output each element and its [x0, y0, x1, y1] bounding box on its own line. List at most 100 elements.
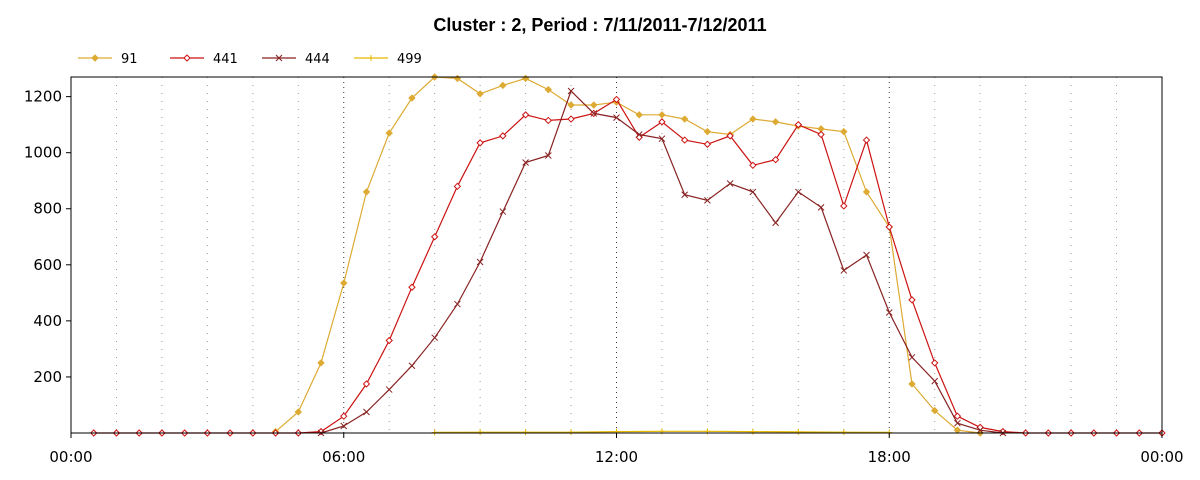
data-point — [477, 429, 484, 436]
legend-label: 444 — [305, 52, 330, 67]
data-point — [362, 188, 371, 196]
legend-label: 91 — [121, 52, 138, 67]
y-tick-label: 600 — [33, 256, 62, 274]
series-444 — [317, 87, 1007, 437]
data-point — [544, 152, 552, 159]
data-point — [704, 196, 711, 204]
data-point — [635, 131, 643, 138]
data-point — [703, 140, 712, 148]
data-point — [340, 422, 348, 430]
data-point — [613, 114, 620, 121]
data-point — [521, 111, 530, 119]
x-tick-label: 06:00 — [322, 448, 365, 466]
data-point — [567, 115, 575, 123]
y-tick-label: 1200 — [24, 88, 62, 106]
data-point — [680, 136, 689, 144]
legend-label: 499 — [397, 52, 422, 67]
data-point — [885, 309, 893, 316]
legend-marker — [183, 54, 191, 62]
data-point — [749, 161, 757, 170]
data-point — [658, 118, 666, 126]
data-point — [953, 412, 962, 420]
data-point — [567, 101, 575, 109]
x-tick-label: 18:00 — [868, 448, 911, 466]
chart-title: Cluster : 2, Period : 7/11/2011-7/12/201… — [433, 15, 766, 35]
data-point — [862, 136, 871, 144]
data-point — [931, 406, 939, 415]
y-axis: 200 400 600 800 1000 1200 — [24, 88, 71, 386]
data-point — [590, 101, 598, 109]
data-point — [476, 90, 484, 98]
series-line — [93, 98, 1162, 434]
y-tick-label: 1000 — [24, 144, 62, 162]
data-point — [931, 359, 939, 367]
data-point — [363, 408, 370, 416]
legend-marker — [275, 54, 283, 62]
data-point — [840, 267, 848, 274]
data-point — [499, 132, 507, 140]
data-point — [408, 94, 416, 102]
data-point — [749, 188, 757, 196]
data-point — [431, 334, 439, 342]
data-point — [749, 115, 757, 123]
data-point — [408, 362, 416, 370]
legend-item: 499 — [354, 52, 422, 67]
data-point — [385, 386, 393, 393]
series-91 — [271, 73, 984, 437]
data-point — [362, 380, 371, 388]
legend: 91 441 444 499 — [78, 52, 422, 67]
series-layer — [90, 73, 1166, 437]
x-tick-label: 00:00 — [1140, 448, 1183, 466]
data-point — [749, 428, 756, 435]
legend-item: 444 — [262, 52, 330, 67]
data-point — [863, 251, 870, 259]
data-point — [385, 336, 393, 345]
data-point — [499, 208, 507, 215]
data-point — [771, 118, 780, 126]
data-point — [954, 419, 961, 427]
data-point — [658, 111, 666, 119]
grid — [115, 77, 1118, 433]
data-point — [408, 283, 416, 291]
data-point — [612, 95, 621, 104]
data-point — [703, 127, 712, 136]
data-point — [294, 408, 302, 416]
data-point — [431, 429, 438, 436]
data-point — [317, 359, 325, 367]
plot-frame — [70, 76, 1163, 434]
y-tick-label: 400 — [33, 312, 62, 330]
data-point — [817, 203, 825, 211]
data-point — [885, 223, 893, 231]
legend-item: 441 — [170, 52, 238, 67]
data-point — [931, 377, 939, 385]
y-tick-label: 800 — [33, 200, 62, 218]
data-point — [544, 116, 553, 125]
x-tick-label: 12:00 — [595, 448, 638, 466]
data-point — [453, 182, 462, 191]
data-point — [567, 87, 575, 95]
data-point — [726, 180, 734, 187]
data-point — [908, 296, 916, 304]
data-point — [476, 258, 484, 266]
series-441 — [90, 95, 1166, 437]
data-point — [680, 115, 689, 123]
data-point — [340, 412, 348, 420]
data-point — [681, 191, 689, 199]
data-point — [522, 429, 529, 436]
data-point — [635, 111, 643, 119]
data-point — [726, 132, 734, 140]
series-499 — [431, 428, 893, 436]
data-point — [522, 159, 529, 166]
data-point — [840, 202, 848, 210]
data-point — [590, 110, 598, 117]
data-point — [771, 155, 780, 164]
legend-label: 441 — [213, 52, 238, 67]
data-point — [658, 135, 666, 143]
data-point — [521, 74, 530, 83]
data-point — [499, 81, 507, 90]
data-point — [908, 380, 916, 388]
data-point — [340, 279, 348, 287]
data-point — [976, 426, 984, 434]
data-point — [840, 127, 848, 136]
